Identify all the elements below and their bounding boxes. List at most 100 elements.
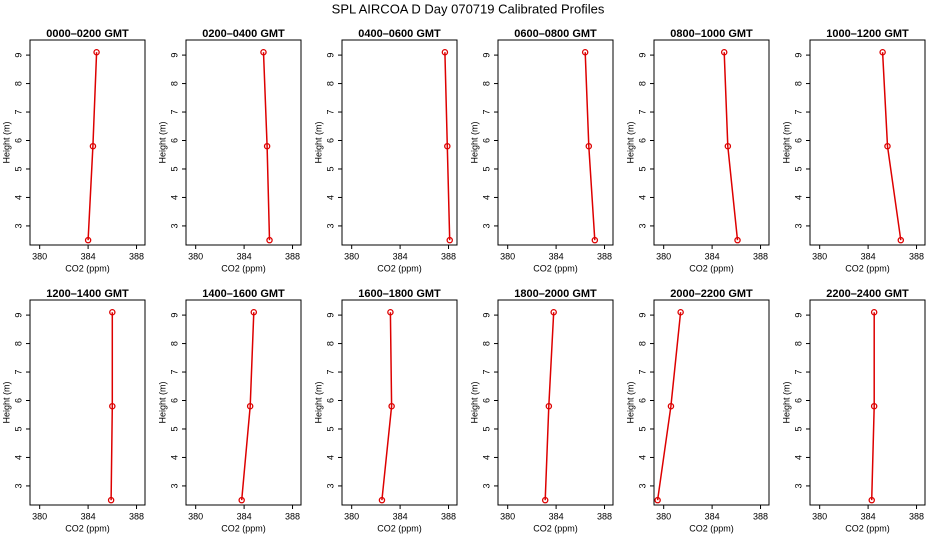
profile-point	[109, 402, 116, 410]
profile-point	[720, 48, 728, 56]
y-tick-label: 5	[637, 166, 647, 171]
profile-point	[378, 496, 386, 504]
y-tick-label: 9	[793, 313, 803, 318]
y-tick-label: 8	[793, 81, 803, 86]
y-tick-label: 3	[325, 483, 335, 488]
y-tick-label: 6	[793, 398, 803, 403]
plot-frame	[341, 299, 458, 506]
y-tick-label: 8	[169, 81, 179, 86]
y-tick-label: 9	[637, 313, 647, 318]
panel-title: 0800–1000 GMT	[670, 28, 753, 40]
y-tick-label: 8	[325, 81, 335, 86]
y-axis-label: Height (m)	[157, 121, 167, 163]
y-tick-label: 7	[169, 110, 179, 115]
profile-line	[723, 52, 739, 241]
x-tick-label: 388	[129, 251, 144, 261]
x-axis-label: CO2 (ppm)	[689, 263, 734, 273]
x-tick-label: 388	[441, 511, 456, 521]
y-tick-label: 8	[481, 341, 491, 346]
y-tick-label: 9	[13, 313, 23, 318]
y-tick-label: 3	[13, 483, 23, 488]
y-tick-label: 9	[481, 53, 491, 58]
y-tick-label: 3	[169, 483, 179, 488]
y-tick-label: 9	[169, 53, 179, 58]
profile-point	[667, 402, 675, 410]
plot-frame	[653, 39, 770, 246]
x-tick-label: 388	[597, 511, 612, 521]
x-tick-label: 388	[909, 251, 924, 261]
y-tick-label: 6	[637, 138, 647, 143]
y-tick-label: 5	[13, 426, 23, 431]
y-axis-label: Height (m)	[625, 121, 635, 163]
profile-line	[656, 312, 682, 501]
y-tick-label: 4	[13, 455, 23, 460]
y-tick-label: 7	[13, 110, 23, 115]
y-tick-label: 5	[793, 166, 803, 171]
y-tick-label: 3	[481, 223, 491, 228]
profile-line	[881, 52, 902, 241]
profile-point	[654, 496, 661, 504]
y-tick-label: 5	[481, 426, 491, 431]
y-tick-label: 4	[481, 455, 491, 460]
y-tick-label: 7	[637, 110, 647, 115]
y-tick-label: 7	[325, 370, 335, 375]
y-tick-label: 6	[481, 138, 491, 143]
y-tick-label: 3	[637, 483, 647, 488]
plot-frame	[185, 299, 302, 506]
y-tick-label: 9	[13, 53, 23, 58]
plot-frame	[653, 299, 770, 506]
y-axis-label: Height (m)	[781, 121, 791, 163]
x-axis-label: CO2 (ppm)	[221, 523, 266, 533]
profile-point	[724, 142, 732, 150]
profile-line	[110, 312, 114, 501]
x-tick-label: 388	[753, 251, 768, 261]
y-tick-label: 9	[481, 313, 491, 318]
y-tick-label: 4	[325, 195, 335, 200]
profile-point	[884, 142, 891, 150]
x-tick-label: 380	[32, 251, 47, 261]
profile-point	[677, 308, 684, 316]
profile-point	[260, 48, 267, 56]
y-tick-label: 5	[481, 166, 491, 171]
x-tick-label: 380	[188, 511, 203, 521]
y-tick-label: 5	[13, 166, 23, 171]
plot-frame	[809, 39, 926, 246]
panel-title: 1200–1400 GMT	[46, 288, 129, 300]
x-tick-label: 384	[549, 511, 564, 521]
x-tick-label: 384	[861, 251, 876, 261]
plot-frame	[341, 39, 458, 246]
x-tick-label: 380	[32, 511, 47, 521]
y-axis-label: Height (m)	[313, 381, 323, 423]
y-tick-label: 3	[793, 483, 803, 488]
y-tick-label: 6	[169, 138, 179, 143]
profile-point	[550, 308, 557, 316]
x-tick-label: 388	[285, 251, 300, 261]
panel-title: 0400–0600 GMT	[358, 28, 441, 40]
y-tick-label: 3	[13, 223, 23, 228]
y-tick-label: 7	[481, 370, 491, 375]
profile-point	[263, 142, 271, 150]
y-tick-label: 7	[481, 110, 491, 115]
x-axis-label: CO2 (ppm)	[377, 523, 422, 533]
x-axis-label: CO2 (ppm)	[845, 263, 890, 273]
y-tick-label: 3	[793, 223, 803, 228]
x-axis-label: CO2 (ppm)	[65, 523, 110, 533]
x-axis-label: CO2 (ppm)	[221, 263, 266, 273]
profile-point	[246, 402, 254, 410]
profile-point	[89, 142, 97, 150]
y-tick-label: 6	[13, 138, 23, 143]
plot-frame	[497, 299, 614, 506]
y-axis-label: Height (m)	[157, 381, 167, 423]
plot-frame	[29, 39, 146, 246]
y-tick-label: 4	[325, 455, 335, 460]
profile-point	[870, 308, 878, 316]
y-tick-label: 9	[325, 53, 335, 58]
profile-point	[591, 236, 599, 244]
profile-point	[387, 308, 394, 316]
x-tick-label: 380	[344, 511, 359, 521]
y-tick-label: 9	[169, 313, 179, 318]
profile-point	[84, 236, 92, 244]
panel-title: 1400–1600 GMT	[202, 288, 285, 300]
x-tick-label: 380	[812, 251, 827, 261]
x-axis-label: CO2 (ppm)	[65, 263, 110, 273]
